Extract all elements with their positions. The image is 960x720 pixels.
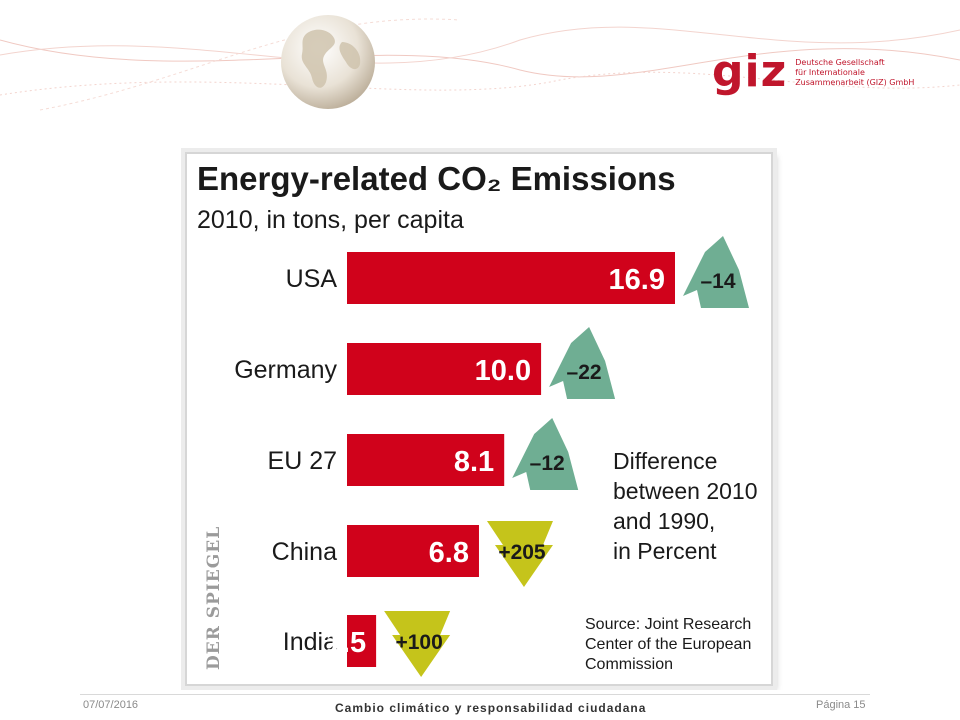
giz-logo-text: Deutsche Gesellschaft für Internationale… [795,58,914,88]
bar [347,434,505,486]
decrease-arrow [549,327,616,399]
bar-value-label: 1.5 [326,627,366,659]
giz-logo: giz Deutsche Gesellschaft für Internatio… [712,50,914,94]
bar-value-label: 6.8 [429,537,469,569]
giz-logo-line: für Internationale [795,68,865,77]
decrease-arrow [683,236,749,308]
bar-group: USA 16.9 –14 [286,236,749,308]
footer-title: Cambio climático y responsabilidad ciuda… [335,701,647,715]
legend-note-line: Difference [613,448,717,474]
change-label: +100 [395,631,442,654]
bar-value-label: 10.0 [475,355,531,387]
category-label: India [283,628,337,656]
giz-logo-line: Deutsche Gesellschaft [795,58,885,67]
legend-note-line: between 2010 [613,478,758,504]
bar-value-label: 8.1 [454,446,494,478]
increase-arrow [486,521,553,587]
giz-logo-mark: giz [712,46,788,97]
notes-layer: Difference between 2010 and 1990, in Percen… [204,448,758,673]
source-note-line: Source: Joint Research [585,616,751,633]
bar [347,525,479,577]
chart-panel: Energy-related CO₂ Emissions 2010, in to… [185,152,773,686]
change-label: –14 [700,270,735,293]
bars-layer: USA 16.9 –14 Germany 10.0 –22 EU 27 8.1 –12 China… [234,236,749,677]
globe-icon [281,15,375,109]
bar-group: EU 27 8.1 –12 [268,418,579,490]
bar-value-label: 16.9 [609,264,665,296]
footer-divider [80,694,870,695]
decrease-arrow [512,418,579,490]
emissions-chart: Energy-related CO₂ Emissions 2010, in to… [197,160,758,677]
bar [347,252,675,304]
change-label: +205 [498,541,546,564]
bar-group: Germany 10.0 –22 [234,327,616,399]
category-label: USA [286,265,338,293]
header-decoration [0,18,960,111]
footer [0,690,960,720]
footer-date: 07/07/2016 [83,699,139,711]
bar [347,615,377,667]
chart-title: Energy-related CO₂ Emissions [197,160,676,197]
category-label: EU 27 [268,447,337,475]
footer-page-number: Página 15 [816,699,866,711]
category-label: China [272,538,337,566]
change-label: –22 [567,361,602,384]
source-note-line: Center of the European [585,636,751,653]
source-note: Source: Joint Research Center of the Euro… [585,616,751,673]
increase-arrow [384,611,451,677]
spiegel-credit: DER SPIEGEL [204,526,224,670]
legend-note-line: and 1990, [613,508,715,534]
category-label: Germany [234,356,337,384]
chart-subtitle: 2010, in tons, per capita [197,206,464,234]
source-note-line: Commission [585,656,673,673]
bar-group: China 6.8 +205 [272,521,553,587]
legend-note: Difference between 2010 and 1990, in Percen… [613,448,758,564]
legend-note-line: in Percent [613,538,717,564]
giz-logo-line: Zusammenarbeit (GIZ) GmbH [795,78,915,87]
bar [347,343,542,395]
change-label: –12 [530,452,565,475]
